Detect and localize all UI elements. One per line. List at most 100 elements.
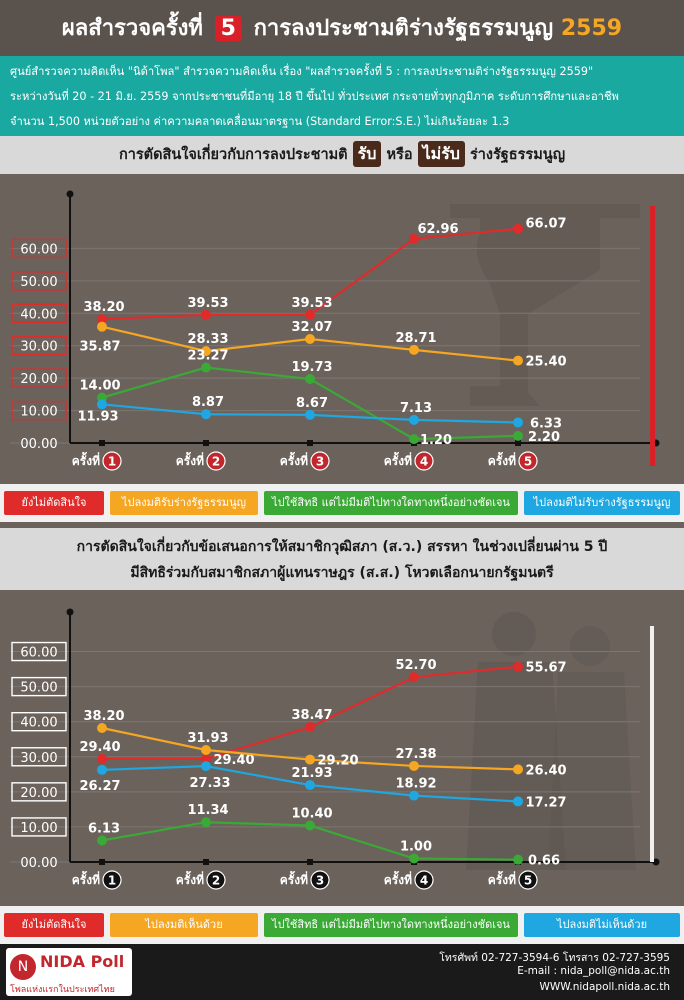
chart2-data-point — [513, 854, 523, 865]
chart2-decoration — [466, 612, 636, 870]
legend2-no-clear-vote: ไปใช้สิทธิ แต่ไม่มีมติไปทางใดทางหนึ่งอย่… — [264, 913, 518, 937]
logo-name: NIDA Poll — [40, 952, 125, 971]
chart2-round-number: 3 — [316, 874, 324, 888]
chart2-tick-box — [11, 641, 67, 662]
chart1-decoration — [450, 204, 640, 406]
chart2-y-axis-cap — [66, 608, 74, 616]
chart1-data-label: 28.33 — [187, 332, 228, 347]
chart2-legend: ยังไม่ตัดสินใจ ไปลงมติเห็นด้วย ไปใช้สิทธ… — [0, 906, 684, 944]
chart1-data-label: 14.00 — [79, 379, 120, 394]
chart2-round-badge — [518, 870, 538, 890]
survey-info-block: ศูนย์สำรวจความคิดเห็น "นิด้าโพล" สำรวจคว… — [0, 56, 684, 136]
chart1-y-tick-label: 60.00 — [20, 242, 57, 257]
chart2-x-label: ครั้งที่ — [176, 870, 204, 887]
legend1-undecided: ยังไม่ตัดสินใจ — [4, 491, 104, 515]
chart2-data-label: 18.92 — [395, 777, 436, 792]
info-line-2: ระหว่างวันที่ 20 - 21 มิ.ย. 2559 จากประช… — [10, 90, 619, 103]
chart1-x-tick — [307, 440, 313, 446]
chart1-x-label: ครั้งที่ — [72, 451, 100, 468]
chart1-round-badge — [518, 451, 538, 471]
chart1-series: 38.20 39.53 39.53 62.96 66.07 35.87 28.33 32.07… — [77, 217, 566, 448]
chart2-x-axis-cap — [652, 858, 660, 866]
chart2-data-label: 17.27 — [525, 795, 566, 810]
chart1-data-point — [201, 309, 211, 320]
chart1-title-suffix: ร่างรัฐธรรมนูญ — [470, 147, 566, 163]
chart1-x-label: ครั้งที่ — [176, 451, 204, 468]
chart1-data-point — [97, 314, 107, 325]
nida-poll-logo: N NIDA Poll โพลแห่งแรกในประเทศไทย — [6, 948, 132, 996]
chart1-data-label: 38.20 — [83, 300, 124, 315]
chart2-round-number: 5 — [524, 874, 532, 888]
chart1-data-point — [97, 399, 107, 410]
chart1-data-label: 39.53 — [187, 296, 228, 311]
chart2-data-label: 27.38 — [395, 747, 436, 762]
chart2-title-line-1: การตัดสินใจเกี่ยวกับข้อเสนอการให้สมาชิกว… — [76, 539, 608, 555]
chart1-data-point — [305, 409, 315, 420]
chart2-data-point — [97, 835, 107, 846]
chart1-x-label: ครั้งที่ — [384, 451, 412, 468]
chart1-title-band: การตัดสินใจเกี่ยวกับการลงประชามติ รับ หร… — [0, 136, 684, 174]
chart2-data-point — [409, 790, 419, 801]
title-number-badge: 5 — [214, 16, 242, 41]
chart2-data-point — [513, 661, 523, 672]
chart1-data-point — [305, 374, 315, 385]
title-topic: การลงประชามติร่างรัฐธรรมนูญ — [253, 16, 554, 41]
chart2-data-label: 26.27 — [79, 779, 120, 794]
chart1-data-point — [305, 309, 315, 320]
chart1-tick-box — [11, 368, 67, 388]
chart2-data-label: 26.40 — [525, 763, 566, 778]
chart2-x-label: ครั้งที่ — [488, 870, 516, 887]
chart1-gridlines — [10, 247, 640, 444]
legend1-no-clear-vote: ไปใช้สิทธิ แต่ไม่มีมติไปทางใดทางหนึ่งอย่… — [264, 491, 518, 515]
info-line-3: จำนวน 1,500 หน่วยตัวอย่าง ค่าความคลาดเคล… — [10, 115, 510, 128]
page-title: ผลสำรวจครั้งที่ 5 การลงประชามติร่างรัฐธร… — [0, 10, 684, 45]
chart2-data-label: 29.40 — [213, 753, 254, 768]
chart1-x-label: ครั้งที่ — [488, 451, 516, 468]
chart2-y-tick-label: 50.00 — [20, 681, 57, 696]
chart1-data-label: 32.07 — [291, 320, 332, 335]
chart1-data-point — [513, 417, 523, 428]
chart1-data-point — [201, 409, 211, 420]
chart2-x-labels: ครั้งที่ 1 ครั้งที่ 2 ครั้งที่ 3 ครั้งที่ 4 ครั้… — [72, 870, 538, 890]
chart2-tick-box — [11, 782, 67, 802]
chart1-y-tick-label: 20.00 — [20, 372, 57, 387]
footer: N NIDA Poll โพลแห่งแรกในประเทศไทย โทรศัพ… — [0, 944, 684, 1000]
chart2-data-point — [97, 723, 107, 734]
chart2-data-label: 38.47 — [291, 708, 332, 723]
title-year: 2559 — [560, 16, 623, 41]
chart1-round-badge — [206, 451, 226, 471]
chart1-round-number: 1 — [108, 455, 116, 469]
chart1-data-point — [409, 434, 419, 445]
chart2-x-tick — [307, 859, 313, 865]
chart1-data-point — [513, 223, 523, 234]
chart1-data-label: 35.87 — [79, 340, 120, 355]
chart2-data-point — [409, 853, 419, 864]
chart1-data-label: 62.96 — [417, 222, 458, 237]
chart1-data-label: 1.20 — [420, 433, 452, 448]
chart2-data-point — [305, 820, 315, 831]
chart1-side-bar — [650, 206, 655, 466]
chart1-data-point — [97, 321, 107, 332]
chart2-y-tick-label: 00.00 — [20, 856, 57, 871]
chart1-data-label: 8.67 — [296, 396, 328, 411]
chart1-legend: ยังไม่ตัดสินใจ ไปลงมติรับร่างรัฐธรรมนูญ … — [0, 484, 684, 522]
chart1-round-number: 3 — [316, 455, 324, 469]
chart1-data-label: 23.27 — [187, 349, 228, 364]
chart2-y-tick-label: 20.00 — [20, 786, 57, 801]
chart1-data-label: 19.73 — [291, 360, 332, 375]
chart2-x-tick — [203, 859, 209, 865]
chart2-data-point — [201, 753, 211, 764]
chart1-tick-box — [11, 271, 67, 291]
logo-tagline: โพลแห่งแรกในประเทศไทย — [10, 985, 115, 995]
chart2-x-label: ครั้งที่ — [72, 870, 100, 887]
chart1-data-point — [305, 334, 315, 345]
chart1-data-label: 28.71 — [395, 331, 436, 346]
chart2-round-badge — [102, 870, 122, 890]
chart2-plot: 00.00 10.00 20.00 30.00 40.00 50.00 60.00 ครั้… — [10, 608, 660, 890]
chart2-round-number: 4 — [420, 874, 428, 888]
chart1-y-tick-label: 30.00 — [20, 340, 57, 355]
chart1-data-label: 6.33 — [530, 416, 562, 431]
contact-website[interactable]: WWW.nidapoll.nida.ac.th — [539, 981, 670, 993]
chart2-data-point — [513, 796, 523, 807]
legend2-disagree: ไปลงมติไม่เห็นด้วย — [524, 913, 680, 937]
